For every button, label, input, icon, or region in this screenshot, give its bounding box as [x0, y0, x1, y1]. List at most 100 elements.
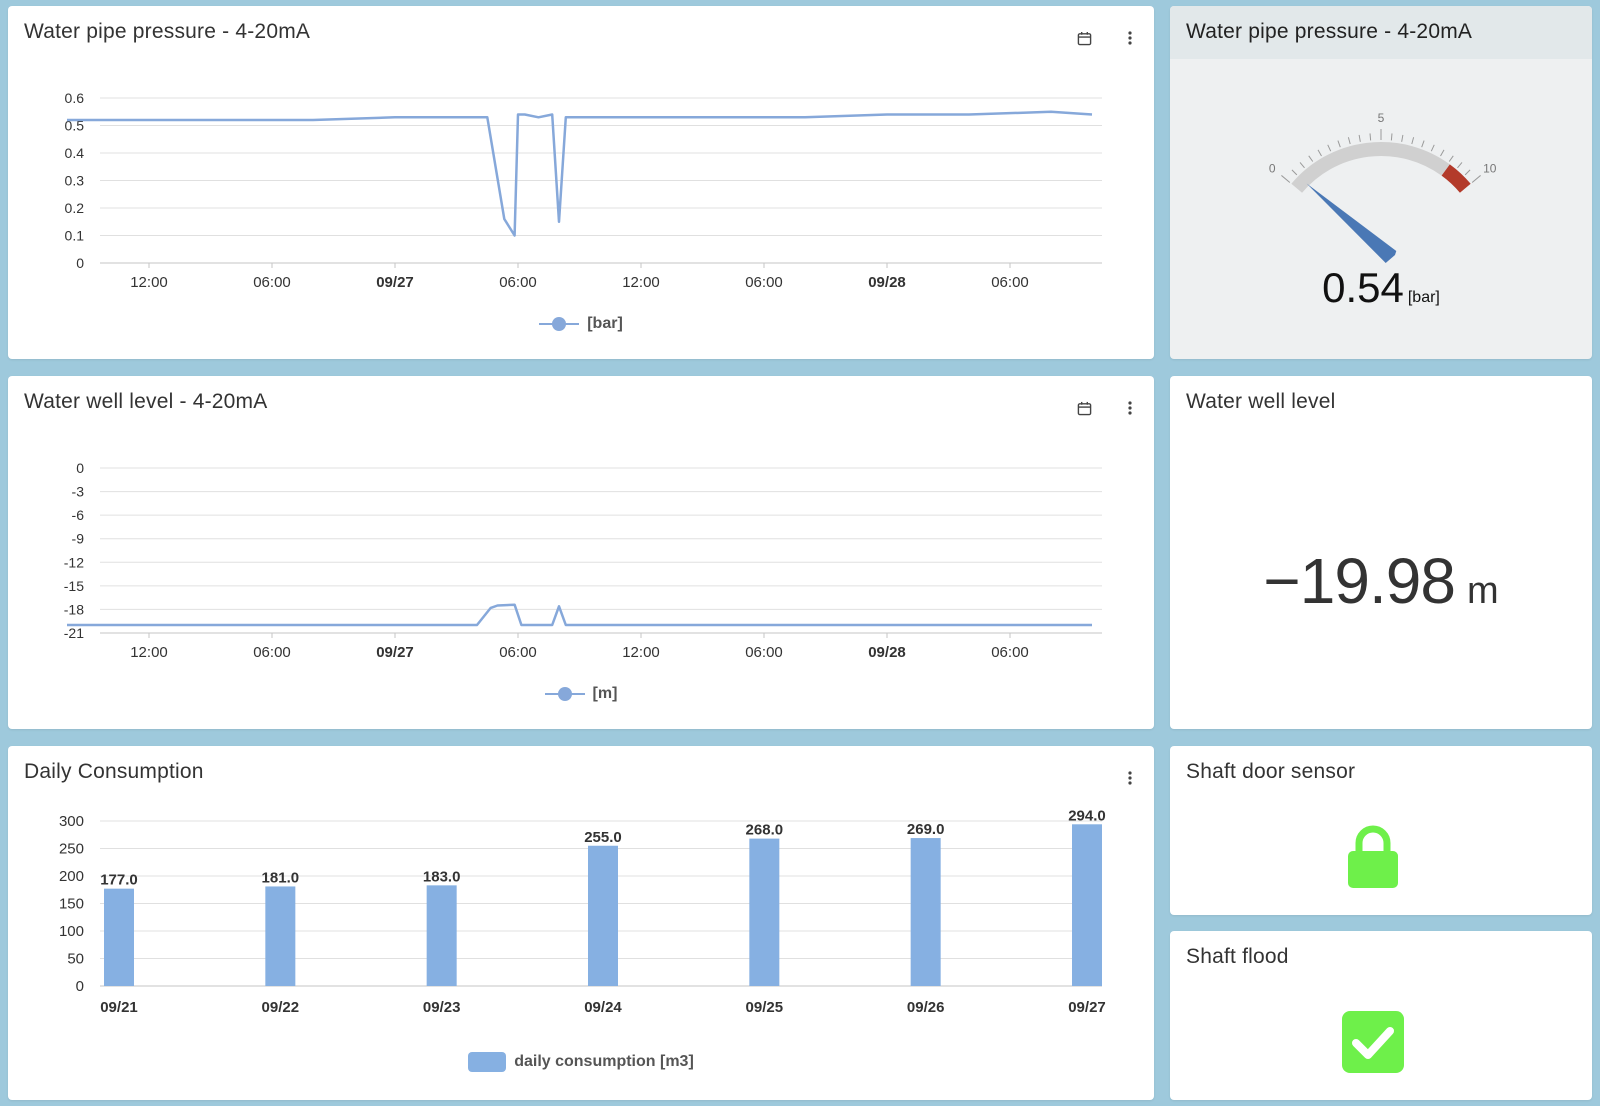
y-tick-label: -18 — [64, 601, 84, 617]
gauge-tick — [1411, 137, 1415, 145]
bar — [426, 885, 457, 986]
x-tick-label: 09/22 — [262, 999, 300, 1016]
y-tick-label: 0.4 — [65, 145, 85, 161]
gauge-tick — [1464, 169, 1471, 176]
x-tick-label: 12:00 — [130, 274, 168, 291]
gauge-unit: [bar] — [1407, 289, 1440, 306]
x-tick-label: 06:00 — [745, 644, 783, 661]
legend-line-marker-icon — [544, 687, 585, 701]
consumption-legend-label: daily consumption [m3] — [514, 1053, 694, 1070]
level-legend[interactable]: [m] — [8, 685, 1154, 703]
y-tick-label: 0.1 — [65, 228, 85, 244]
gauge-tick — [1347, 137, 1351, 145]
calendar-icon[interactable] — [1072, 396, 1096, 420]
y-tick-label: 200 — [59, 868, 84, 885]
x-tick-label: 12:00 — [130, 644, 168, 661]
x-tick-label: 06:00 — [253, 644, 291, 661]
gauge-needle — [1306, 183, 1397, 263]
gauge-tick — [1327, 144, 1332, 152]
bar — [588, 845, 618, 986]
gauge-tick — [1337, 140, 1341, 148]
x-tick-label: 09/27 — [376, 274, 414, 291]
gauge-tick — [1457, 162, 1463, 169]
level-readout: −19.98 m — [1170, 544, 1592, 618]
y-tick-label: 100 — [59, 923, 84, 940]
pressure-chart-title: Water pipe pressure - 4-20mA — [24, 20, 311, 43]
legend-bar-swatch-icon — [468, 1052, 507, 1072]
x-tick-label: 09/23 — [423, 999, 461, 1016]
y-tick-label: -12 — [64, 554, 84, 570]
checkbox-checked-icon — [1342, 1011, 1404, 1078]
more-vert-icon[interactable] — [1118, 766, 1142, 790]
gauge-tick — [1401, 134, 1404, 142]
bar-data-label: 269.0 — [907, 821, 945, 838]
gauge-tick — [1308, 155, 1314, 162]
bar-data-label: 183.0 — [423, 868, 461, 885]
gauge-track — [1291, 141, 1450, 193]
pressure-gauge-card: Water pipe pressure - 4-20mA 0 5 10 0.54 [b… — [1170, 6, 1592, 359]
bar-data-label: 268.0 — [746, 822, 784, 839]
y-tick-label: 0.6 — [65, 90, 85, 106]
x-tick-label: 09/28 — [868, 644, 906, 661]
bar-data-label: 294.0 — [1068, 807, 1106, 824]
series-line — [67, 603, 1092, 627]
more-vert-icon[interactable] — [1118, 396, 1142, 420]
gauge-tick — [1440, 149, 1445, 157]
door-sensor-title: Shaft door sensor — [1186, 760, 1356, 783]
y-tick-label: 150 — [59, 896, 84, 913]
y-tick-label: 0.3 — [65, 173, 85, 189]
pressure-legend[interactable]: [bar] — [8, 315, 1154, 333]
y-tick-label: 0 — [76, 255, 84, 271]
x-tick-label: 09/27 — [376, 644, 414, 661]
gauge-tick — [1281, 175, 1291, 183]
pressure-gauge: 0 5 10 — [1269, 111, 1497, 263]
level-unit: m — [1466, 570, 1499, 612]
x-tick-label: 09/27 — [1068, 999, 1106, 1016]
consumption-legend[interactable]: daily consumption [m3] — [8, 1052, 1154, 1072]
y-tick-label: 0 — [76, 978, 84, 995]
x-tick-label: 06:00 — [991, 644, 1029, 661]
pressure-chart-card: Water pipe pressure - 4-20mA 0.6 0.5 0.4 0.… — [8, 6, 1154, 359]
gauge-readout: 0.54 [bar] — [1170, 264, 1592, 312]
x-tick-label: 09/21 — [100, 999, 138, 1016]
level-value-card: Water well level −19.98 m — [1170, 376, 1592, 729]
level-value: −19.98 — [1263, 545, 1456, 617]
gauge-scale-label: 5 — [1378, 111, 1385, 125]
x-tick-label: 06:00 — [991, 274, 1029, 291]
gauge-tick — [1390, 133, 1393, 141]
consumption-chart-card: Daily Consumption 300 250 200 150 100 50 0 177.… — [8, 746, 1154, 1100]
gauge-danger-band — [1441, 164, 1471, 193]
bar-data-label: 181.0 — [262, 869, 300, 886]
level-line-chart: 0 -3 -6 -9 -12 -15 -18 -21 12:00 06:00 09/27 06:00 1… — [64, 460, 1102, 661]
x-tick-label: 12:00 — [622, 644, 660, 661]
x-tick-label: 09/28 — [868, 274, 906, 291]
gauge-tick — [1430, 144, 1435, 152]
bar — [910, 838, 941, 986]
y-tick-label: -3 — [72, 484, 85, 500]
series-line — [67, 110, 1093, 237]
gauge-value: 0.54 — [1322, 264, 1404, 311]
x-tick-label: 06:00 — [499, 644, 537, 661]
pressure-chart-tools — [1072, 26, 1142, 50]
calendar-icon[interactable] — [1072, 26, 1096, 50]
bar-data-label: 255.0 — [584, 829, 622, 846]
bar-data-label: 177.0 — [100, 872, 138, 889]
bar — [1072, 824, 1102, 986]
flood-sensor-card: Shaft flood — [1170, 931, 1592, 1100]
consumption-bar-chart: 300 250 200 150 100 50 0 177.0 09/21 181.0 09/22 18… — [59, 807, 1106, 1016]
pressure-gauge-title: Water pipe pressure - 4-20mA — [1186, 20, 1473, 43]
y-tick-label: 300 — [59, 813, 84, 830]
gauge-scale-label: 0 — [1269, 162, 1276, 176]
bar — [265, 886, 296, 986]
y-tick-label: -6 — [72, 507, 85, 523]
consumption-chart-tools — [1118, 766, 1142, 790]
door-sensor-card: Shaft door sensor — [1170, 746, 1592, 915]
y-tick-label: 50 — [67, 951, 84, 968]
gauge-tick — [1317, 149, 1322, 157]
y-tick-label: -9 — [72, 531, 85, 547]
gauge-tick — [1421, 140, 1425, 148]
y-tick-label: 250 — [59, 841, 84, 858]
legend-line-marker-icon — [539, 317, 580, 331]
more-vert-icon[interactable] — [1118, 26, 1142, 50]
x-tick-label: 12:00 — [622, 274, 660, 291]
